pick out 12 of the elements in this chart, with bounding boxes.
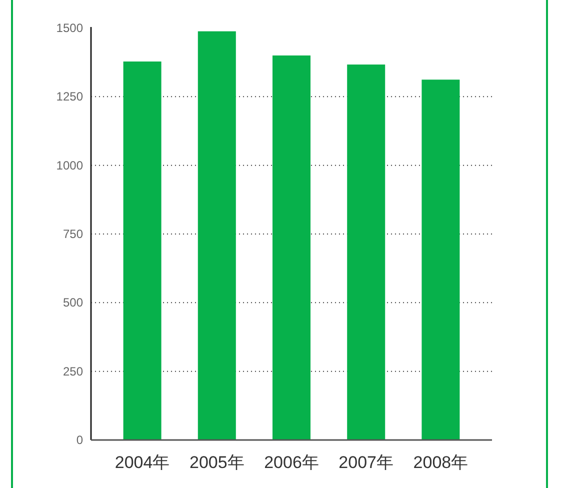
y-tick-label: 0 bbox=[76, 433, 84, 447]
x-tick-label: 2006年 bbox=[264, 453, 319, 472]
x-tick-label: 2008年 bbox=[413, 453, 468, 472]
y-tick-label: 750 bbox=[62, 227, 84, 241]
y-tick-label: 1000 bbox=[56, 158, 84, 172]
y-tick-label: 1500 bbox=[56, 21, 84, 35]
x-tick-label: 2004年 bbox=[114, 453, 170, 472]
x-tick-label: 2007年 bbox=[338, 453, 394, 472]
y-tick-label: 250 bbox=[62, 364, 84, 378]
y-tick-label: 1250 bbox=[56, 90, 84, 104]
y-tick-label: 500 bbox=[62, 296, 84, 310]
x-tick-label: 2005年 bbox=[189, 453, 244, 472]
